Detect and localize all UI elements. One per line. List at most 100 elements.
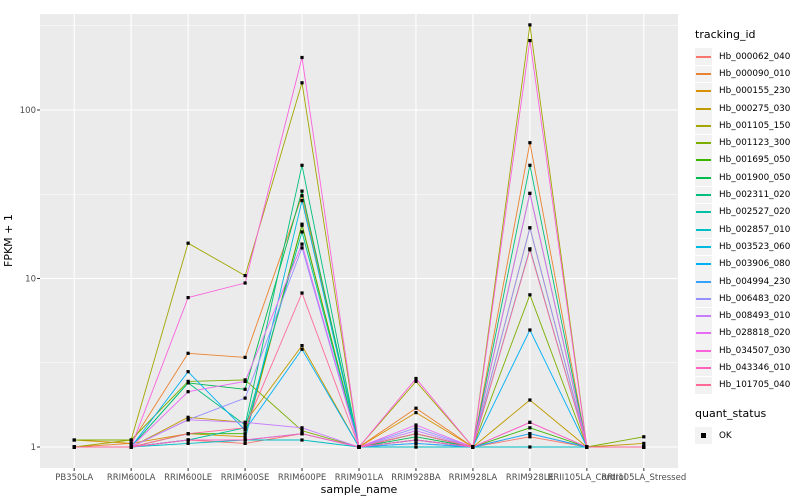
- data-point: [72, 438, 76, 442]
- legend-item-Hb_002311_020: Hb_002311_020: [695, 186, 800, 204]
- data-point: [414, 435, 418, 439]
- legend-line-icon: [696, 245, 711, 248]
- x-tick-label: RRII105LA_Stressed: [601, 473, 686, 483]
- legend-item-label: Hb_003523_060: [719, 241, 791, 252]
- data-point: [585, 445, 589, 449]
- legend-title-quant-status: quant_status: [695, 406, 767, 420]
- data-point: [243, 426, 247, 430]
- legend-item-Hb_000275_030: Hb_000275_030: [695, 100, 800, 117]
- legend-line-icon: [696, 124, 711, 127]
- legend-quant-section: quant_status OK: [695, 407, 800, 444]
- data-point: [528, 248, 532, 252]
- x-tick-label: PB350LA: [55, 473, 93, 483]
- x-tick-label: RRIM600PE: [278, 473, 326, 483]
- data-point: [414, 423, 418, 427]
- black-square-icon: [701, 433, 706, 439]
- legend-tracking-entries: Hb_000062_040 Hb_000090_010 Hb_000155_230 H…: [695, 48, 800, 394]
- legend-key-box: [695, 65, 712, 83]
- legend-item-Hb_001123_300: Hb_001123_300: [695, 134, 800, 152]
- x-tick-label: RRIM600LA: [107, 473, 156, 483]
- legend-item-label: OK: [719, 430, 732, 441]
- data-point: [300, 291, 304, 295]
- data-point: [300, 81, 304, 85]
- legend-line-icon: [696, 176, 711, 179]
- legend-key-box: [695, 100, 712, 117]
- legend-item-Hb_006483_020: Hb_006483_020: [695, 290, 800, 308]
- data-point: [243, 281, 247, 285]
- legend-line-icon: [696, 107, 711, 110]
- legend-line-icon: [696, 332, 711, 335]
- data-point: [300, 438, 304, 442]
- legend-item-Hb_008493_010: Hb_008493_010: [695, 307, 800, 325]
- legend-key-box: [695, 290, 712, 308]
- data-point: [186, 441, 190, 445]
- legend-item-label: Hb_000155_230: [719, 86, 791, 97]
- legend-panel: tracking_id Hb_000062_040 Hb_000090_010 Hb…: [695, 28, 800, 444]
- legend-item-Hb_043346_010: Hb_043346_010: [695, 359, 800, 377]
- x-tick-label: RRIM901LA: [335, 473, 384, 483]
- data-point: [414, 376, 418, 381]
- data-point: [642, 441, 646, 445]
- data-point: [300, 347, 304, 351]
- data-point: [414, 429, 418, 433]
- data-point: [243, 428, 247, 432]
- legend-item-label: Hb_002857_010: [719, 224, 791, 235]
- data-point: [186, 370, 190, 374]
- data-point: [528, 141, 532, 145]
- x-axis-title: sample_name: [320, 483, 398, 496]
- legend-item-label: Hb_001123_300: [719, 138, 791, 149]
- data-point: [186, 296, 190, 300]
- legend-key-box: [695, 376, 712, 394]
- data-point: [243, 438, 247, 442]
- legend-item-label: Hb_001900_050: [719, 172, 791, 183]
- legend-item-Hb_034507_030: Hb_034507_030: [695, 342, 800, 360]
- data-point: [300, 163, 304, 167]
- data-point: [243, 423, 247, 427]
- data-point: [528, 445, 532, 449]
- data-point: [642, 435, 646, 439]
- data-point: [243, 387, 247, 391]
- legend-line-icon: [696, 194, 711, 197]
- y-tick-label: 1: [31, 443, 36, 453]
- legend-key-box: [695, 117, 712, 135]
- data-point: [186, 381, 190, 385]
- legend-item-label: Hb_002527_020: [719, 207, 791, 218]
- legend-key-box: [695, 169, 712, 187]
- legend-line-icon: [696, 159, 711, 162]
- legend-key-box: [695, 238, 712, 256]
- data-point: [300, 194, 304, 198]
- x-tick-label: RRIM928BA: [391, 473, 441, 483]
- legend-item-ok: OK: [695, 427, 800, 444]
- data-point: [72, 445, 76, 449]
- legend-key-box: [695, 221, 712, 239]
- data-point: [528, 293, 532, 297]
- legend-line-icon: [696, 55, 711, 58]
- legend-key-box: [695, 307, 712, 325]
- legend-item-label: Hb_000090_010: [719, 68, 791, 79]
- legend-line-icon: [696, 72, 711, 75]
- x-tick-label: RRIM928LE: [506, 473, 554, 483]
- legend-line-icon: [696, 366, 711, 369]
- legend-key-box: [695, 325, 712, 342]
- data-point: [300, 223, 304, 227]
- legend-line-icon: [696, 280, 711, 283]
- data-point: [471, 445, 475, 449]
- legend-item-label: Hb_034507_030: [719, 345, 791, 356]
- data-point: [300, 199, 304, 203]
- data-point: [528, 163, 532, 167]
- data-point: [129, 441, 133, 445]
- data-point: [528, 398, 532, 402]
- legend-line-icon: [696, 349, 711, 352]
- data-point: [186, 418, 190, 422]
- data-point: [243, 379, 247, 383]
- legend-item-Hb_001105_150: Hb_001105_150: [695, 117, 800, 135]
- y-tick-label: 10: [25, 275, 36, 285]
- y-tick-label: 100: [20, 106, 36, 116]
- data-point: [528, 23, 532, 27]
- data-point: [243, 435, 247, 439]
- legend-item-label: Hb_000062_040: [719, 51, 791, 62]
- legend-item-label: Hb_002311_020: [719, 190, 791, 201]
- legend-key-box: [695, 342, 712, 360]
- data-point: [528, 226, 532, 230]
